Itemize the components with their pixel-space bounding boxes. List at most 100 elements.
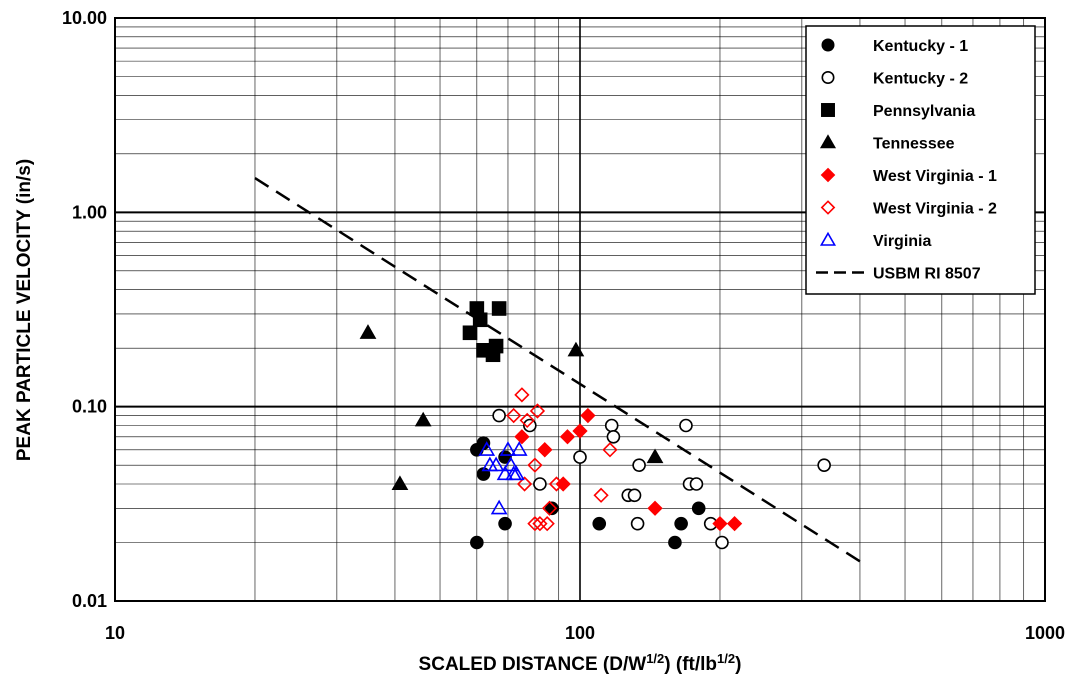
data-point — [627, 488, 642, 503]
data-point — [539, 516, 555, 532]
data-point — [499, 441, 517, 456]
data-point — [580, 407, 596, 424]
data-point — [691, 501, 706, 516]
data-point — [567, 341, 585, 357]
y-tick-label: 1.00 — [72, 202, 107, 222]
data-point — [472, 312, 488, 328]
data-point — [462, 325, 478, 341]
series-tennessee — [359, 324, 664, 491]
data-point — [514, 429, 530, 445]
data-point — [712, 516, 728, 532]
data-point — [470, 535, 484, 550]
axis-tick-labels: 10 100 1000 0.01 0.10 1.00 10.00 — [62, 8, 1065, 643]
series-west-virginia-2 — [506, 387, 618, 532]
legend-box — [805, 25, 1036, 295]
x-axis-title-part: ) — [735, 654, 741, 675]
data-point — [592, 516, 607, 531]
x-axis-title-part: SCALED DISTANCE (D/W — [419, 654, 647, 675]
data-point — [359, 324, 377, 339]
series-kentucky-1 — [470, 436, 706, 550]
data-point — [510, 441, 528, 456]
data-point — [537, 442, 553, 458]
data-point — [490, 499, 508, 515]
data-point — [541, 500, 558, 516]
x-axis-title-part: ) (ft/lb — [664, 654, 717, 675]
legend-marker — [819, 231, 837, 246]
y-tick-label: 10.00 — [62, 8, 107, 28]
x-axis-title: SCALED DISTANCE (D/W1/2) (ft/lb1/2) — [419, 651, 742, 676]
series-usbm-ri-8507 — [254, 177, 861, 563]
data-point — [602, 442, 618, 458]
x-tick-label: 10 — [105, 623, 125, 643]
series-virginia — [478, 441, 528, 515]
legend-marker — [821, 71, 835, 85]
legend-marker — [820, 167, 836, 183]
data-point — [647, 500, 663, 516]
y-tick-label: 0.01 — [72, 591, 107, 611]
data-point — [573, 450, 587, 464]
data-point — [604, 418, 619, 433]
data-point — [487, 456, 505, 472]
data-point — [632, 458, 646, 472]
data-point — [559, 429, 576, 445]
y-tick-label: 0.10 — [72, 397, 107, 417]
data-series — [254, 177, 861, 563]
legend-marker — [819, 134, 837, 149]
data-point — [674, 516, 688, 531]
legend-label: Tennessee — [873, 136, 955, 153]
data-point — [593, 487, 609, 503]
x-tick-label: 1000 — [1025, 623, 1065, 643]
data-point — [478, 441, 496, 456]
x-tick-label: 100 — [565, 623, 595, 643]
series-pennsylvania — [462, 301, 507, 363]
data-point — [414, 411, 432, 427]
legend-marker — [821, 38, 835, 52]
data-point — [529, 403, 546, 419]
series-kentucky-2 — [492, 408, 831, 550]
data-point — [533, 477, 547, 491]
legend-label: Kentucky - 2 — [873, 71, 968, 88]
legend-label: Kentucky - 1 — [873, 38, 968, 55]
legend-label: Pennsylvania — [873, 103, 975, 120]
legend-label: USBM RI 8507 — [873, 266, 981, 283]
data-point — [391, 475, 409, 491]
axis-titles: SCALED DISTANCE (D/W1/2) (ft/lb1/2) PEAK… — [14, 159, 741, 675]
trend-line — [254, 177, 861, 563]
data-point — [532, 516, 548, 532]
data-point — [496, 465, 514, 481]
data-point — [689, 477, 704, 491]
data-point — [817, 458, 831, 472]
data-point — [488, 338, 504, 354]
legend-label: West Virginia - 1 — [873, 168, 997, 185]
data-point — [715, 535, 729, 550]
data-point — [572, 423, 588, 439]
data-point — [523, 418, 537, 433]
data-point — [679, 418, 693, 433]
legend-label: Virginia — [873, 233, 931, 250]
data-point — [492, 408, 506, 423]
y-axis-title: PEAK PARTICLE VELOCITY (in/s) — [14, 159, 35, 461]
legend-label: West Virginia - 2 — [873, 201, 997, 218]
data-point — [646, 448, 664, 464]
x-axis-title-superscript: 1/2 — [646, 651, 664, 666]
data-point — [516, 476, 533, 492]
data-point — [514, 387, 530, 403]
x-axis-title-superscript: 1/2 — [717, 651, 735, 666]
data-point — [630, 516, 645, 531]
data-point — [498, 516, 512, 531]
data-point — [527, 457, 543, 473]
data-point — [527, 516, 543, 532]
data-point — [726, 516, 743, 532]
legend-marker — [820, 200, 836, 215]
data-point — [491, 301, 507, 316]
plot-area-border — [114, 17, 1046, 602]
legend: Kentucky - 1 Kentucky - 2 Pennsylvania Tenn… — [805, 25, 1036, 295]
data-point — [548, 476, 565, 492]
data-point — [519, 412, 535, 429]
data-point — [668, 535, 682, 550]
data-point — [506, 407, 522, 424]
data-point — [606, 429, 621, 444]
data-point — [545, 501, 559, 516]
legend-marker — [821, 103, 835, 117]
